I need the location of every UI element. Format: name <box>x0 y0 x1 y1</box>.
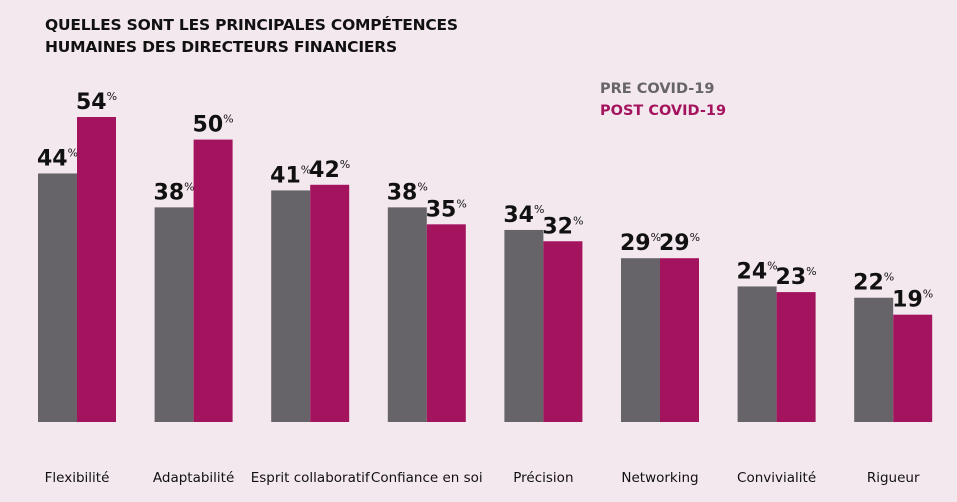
bar-pre-2 <box>154 207 194 422</box>
bar-pre-3 <box>271 190 311 422</box>
value-label-pre-5: 34% <box>503 203 544 228</box>
category-label-7: Convivialité <box>737 470 816 486</box>
bar-pre-4 <box>387 207 427 422</box>
value-label-pre-4: 38% <box>387 180 428 205</box>
bar-pre-6 <box>621 258 660 422</box>
bar-post-2 <box>193 139 233 422</box>
chart-title-line1: QUELLES SONT LES PRINCIPALES COMPÉTENCES <box>45 16 458 34</box>
bar-pre-1 <box>38 173 77 422</box>
value-label-pre-6: 29% <box>620 231 661 256</box>
legend-item-pre-covid: PRE COVID-19 <box>600 81 715 97</box>
category-label-6: Networking <box>621 470 698 486</box>
category-label-8: Rigueur <box>867 470 920 486</box>
chart-legend: PRE COVID-19 POST COVID-19 <box>600 78 726 122</box>
value-label-post-6: 29% <box>659 231 700 256</box>
bar-post-4 <box>426 224 466 422</box>
legend-item-post-covid: POST COVID-19 <box>600 103 727 119</box>
chart-title-line2: HUMAINES DES DIRECTEURS FINANCIERS <box>45 38 397 56</box>
value-label-post-5: 32% <box>542 214 583 239</box>
category-label-2: Adaptabilité <box>153 470 234 486</box>
category-label-3: Esprit collaboratif <box>251 470 371 486</box>
value-label-post-2: 50% <box>193 113 234 138</box>
bar-post-6 <box>660 258 699 422</box>
value-label-post-1: 54% <box>76 90 117 115</box>
value-label-pre-3: 41% <box>270 163 311 188</box>
bar-post-1 <box>77 117 116 422</box>
bar-post-7 <box>776 292 816 422</box>
value-label-post-7: 23% <box>776 265 817 290</box>
bar-post-8 <box>893 314 933 422</box>
value-label-pre-8: 22% <box>853 271 894 296</box>
category-label-1: Flexibilité <box>45 470 110 486</box>
value-label-pre-2: 38% <box>154 180 195 205</box>
value-label-post-8: 19% <box>892 288 933 313</box>
category-label-4: Confiance en soi <box>371 470 483 486</box>
bar-pre-5 <box>504 229 544 422</box>
value-label-pre-1: 44% <box>37 146 78 171</box>
value-label-pre-7: 24% <box>737 259 778 284</box>
value-label-post-4: 35% <box>426 197 467 222</box>
bar-pre-7 <box>737 286 777 422</box>
value-label-post-3: 42% <box>309 158 350 183</box>
bar-post-5 <box>543 241 583 422</box>
bar-post-3 <box>310 184 350 422</box>
category-label-5: Précision <box>513 470 573 486</box>
bar-pre-8 <box>854 297 894 422</box>
chart-title: QUELLES SONT LES PRINCIPALES COMPÉTENCES… <box>45 14 458 58</box>
